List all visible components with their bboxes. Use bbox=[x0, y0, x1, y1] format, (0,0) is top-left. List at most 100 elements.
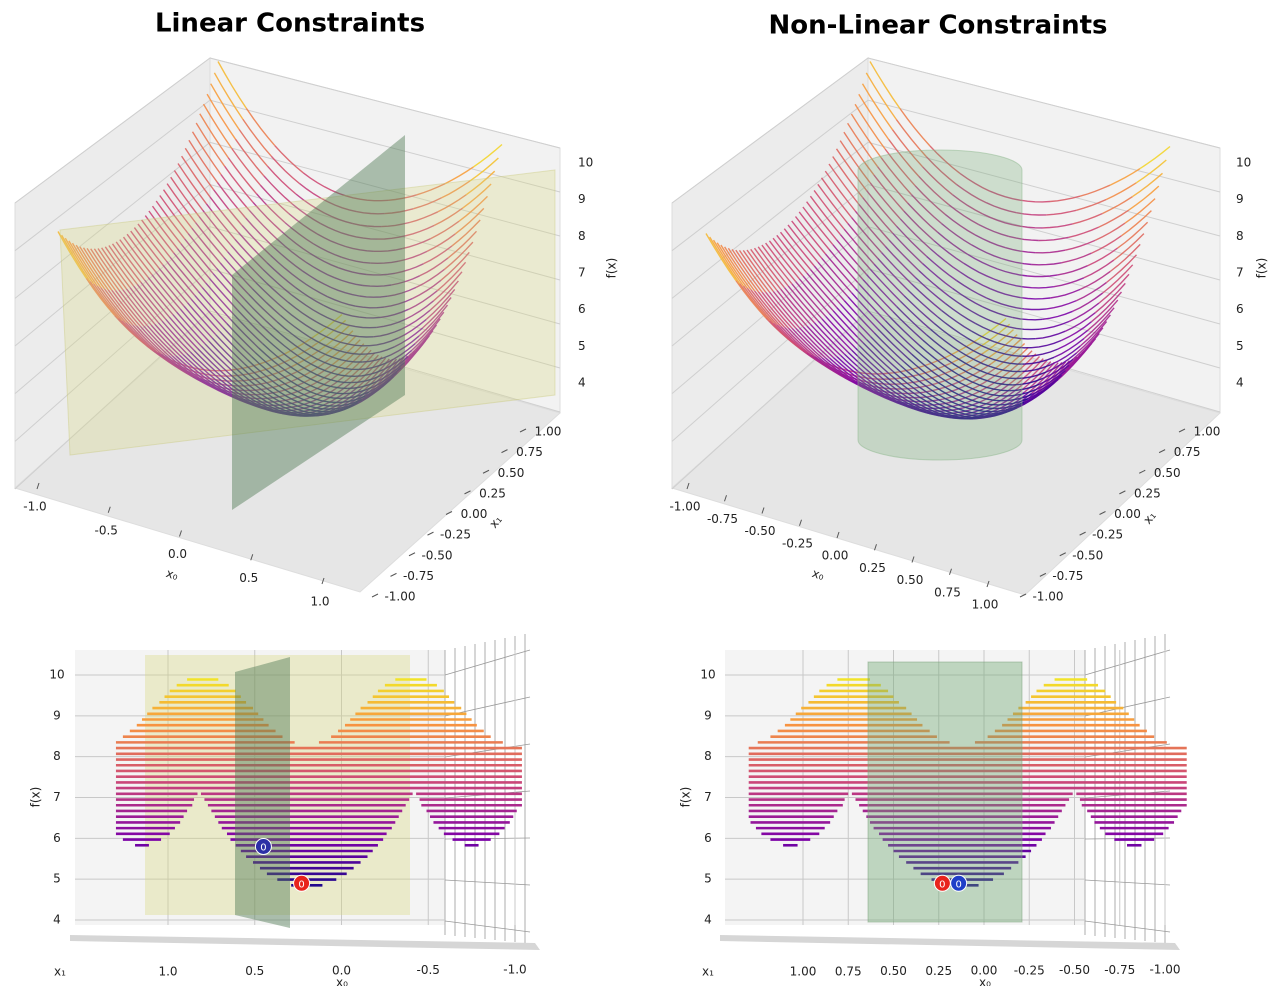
surface-line bbox=[430, 220, 460, 240]
surface-line bbox=[327, 295, 356, 307]
surface-line bbox=[286, 371, 316, 389]
z-tick-label: 8 bbox=[1236, 229, 1244, 243]
surface-line bbox=[165, 260, 196, 296]
surface-line bbox=[813, 265, 845, 302]
surface-line bbox=[193, 349, 223, 378]
surface-line bbox=[356, 210, 385, 215]
surface-line bbox=[107, 289, 138, 327]
surface-line bbox=[1091, 291, 1123, 323]
surface-line bbox=[1076, 198, 1107, 211]
surface-line bbox=[136, 283, 167, 320]
surface-line bbox=[222, 376, 252, 400]
x-tick-label: 1.00 bbox=[790, 965, 817, 979]
x-tick-label: 0.5 bbox=[245, 964, 264, 978]
surface-line bbox=[1008, 235, 1039, 242]
surface-line bbox=[779, 231, 812, 271]
surface-line bbox=[440, 251, 470, 281]
surface-line bbox=[925, 156, 957, 185]
y-tick-label: -0.25 bbox=[1092, 528, 1123, 542]
surface-line bbox=[929, 328, 961, 353]
surface-line bbox=[266, 262, 296, 288]
surface-line bbox=[1120, 210, 1152, 237]
z-tick-label: 10 bbox=[1236, 156, 1251, 170]
surface-line bbox=[1083, 307, 1115, 339]
surface-line bbox=[130, 230, 160, 269]
surface-line bbox=[176, 247, 207, 284]
surface-line bbox=[182, 354, 213, 381]
surface-line bbox=[220, 173, 250, 211]
surface-line bbox=[798, 211, 830, 250]
surface-line bbox=[866, 274, 898, 307]
surface-line bbox=[802, 206, 834, 246]
x-tick-label: -1.0 bbox=[503, 963, 526, 977]
z-tick-label: 4 bbox=[1236, 376, 1244, 390]
surface-line bbox=[291, 294, 321, 315]
surface-line bbox=[111, 289, 141, 327]
surface-line bbox=[765, 242, 797, 282]
x-tick-label: -0.75 bbox=[707, 512, 738, 526]
surface-line bbox=[884, 245, 916, 278]
surface-line bbox=[202, 103, 233, 149]
surface-line bbox=[369, 337, 399, 347]
z-tick-label: 5 bbox=[578, 339, 586, 353]
surface-line bbox=[926, 255, 957, 282]
surface-line bbox=[311, 391, 341, 399]
surface-line bbox=[836, 239, 868, 276]
surface-line bbox=[776, 234, 808, 274]
surface-line bbox=[1012, 316, 1043, 321]
surface-line bbox=[997, 351, 1028, 357]
panel: -1.00 -0.75 -0.50 -0.25 0.00 0.25 0.50 0.75 1.00… bbox=[669, 57, 1269, 612]
surface-line bbox=[1087, 247, 1118, 267]
point-label: 0 bbox=[955, 879, 961, 890]
surface-line bbox=[967, 337, 999, 353]
surface-line bbox=[742, 285, 775, 324]
surface-line bbox=[750, 289, 782, 327]
surface-line bbox=[1135, 159, 1167, 184]
surface-line bbox=[331, 189, 361, 200]
surface-line bbox=[148, 210, 178, 249]
surface-line bbox=[162, 264, 192, 300]
x-tick-label: -0.50 bbox=[1059, 963, 1090, 977]
surface-line bbox=[241, 224, 271, 256]
surface-line bbox=[994, 401, 1025, 410]
surface-line bbox=[885, 320, 916, 351]
surface-line bbox=[154, 271, 185, 307]
surface-line bbox=[210, 83, 240, 130]
surface-line bbox=[268, 389, 298, 407]
surface-line bbox=[850, 113, 882, 159]
surface-line bbox=[1139, 145, 1171, 170]
point-label: 0 bbox=[260, 843, 266, 854]
surface-line bbox=[787, 327, 819, 358]
surface-line bbox=[780, 325, 812, 356]
surface-line bbox=[798, 327, 830, 359]
y-tick bbox=[1079, 531, 1086, 536]
surface-line bbox=[155, 200, 186, 240]
surface-line bbox=[982, 306, 1013, 319]
surface-line bbox=[418, 304, 449, 337]
surface-line bbox=[197, 291, 228, 324]
surface-line bbox=[465, 170, 496, 196]
surface-line bbox=[425, 288, 456, 320]
surface-line bbox=[194, 294, 224, 328]
z-tick-label: 5 bbox=[53, 872, 61, 886]
x-tick bbox=[724, 495, 727, 502]
surface-line bbox=[994, 342, 1026, 370]
surface-line bbox=[941, 394, 973, 405]
surface-line bbox=[918, 270, 950, 297]
surface-line bbox=[986, 334, 1018, 360]
x-tick-label: -1.0 bbox=[23, 500, 46, 514]
surface-line bbox=[251, 355, 281, 381]
surface-line bbox=[226, 251, 257, 284]
surface-line bbox=[944, 302, 976, 325]
surface-line bbox=[993, 358, 1025, 365]
y-tick bbox=[501, 449, 508, 454]
surface-line bbox=[930, 388, 961, 407]
surface-line bbox=[283, 308, 314, 331]
surface-line bbox=[302, 172, 332, 192]
surface-line bbox=[108, 245, 138, 285]
surface-line bbox=[287, 301, 317, 323]
surface-line bbox=[179, 308, 210, 342]
x-tick-label: 0.0 bbox=[332, 964, 351, 978]
surface-line bbox=[892, 232, 924, 265]
